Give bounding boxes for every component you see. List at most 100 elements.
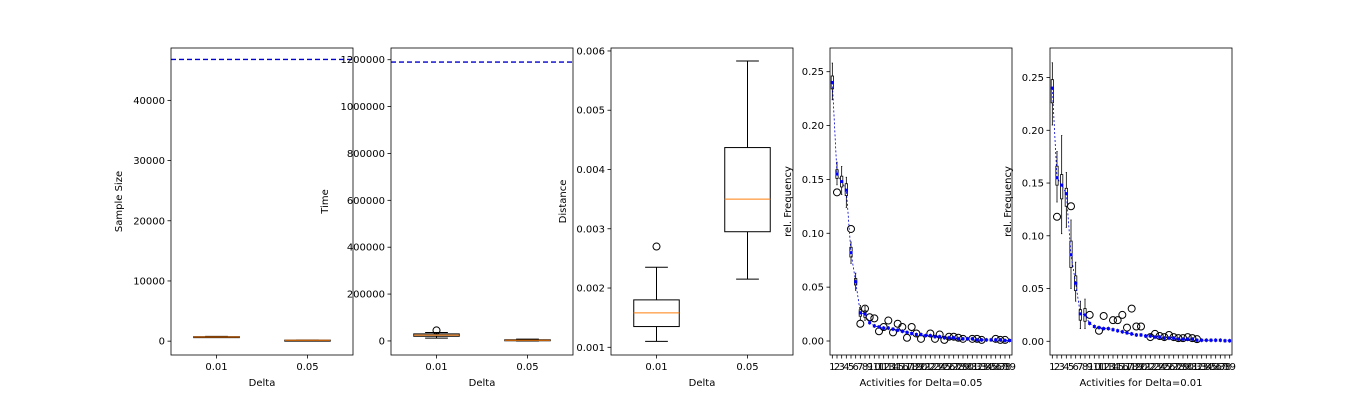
x-tick-label: 29 [957,362,970,373]
x-tick-label: 30 [1181,362,1194,373]
y-tick-label: 0.00 [802,336,824,347]
reference-point [1060,183,1064,187]
reference-point [1074,281,1078,285]
x-axis-label: Activities for Delta=0.01 [1079,378,1202,389]
y-tick-label: 0.05 [802,283,824,294]
x-tick-label: 12 [877,362,890,373]
subplot-2: 0 200000 400000 600000 800000 1000000 1200000 0… [320,47,574,389]
y-tick-label: 0.002 [576,284,605,295]
x-tick-label: 0.05 [516,362,538,373]
box-0.01 [633,242,680,342]
reference-point [1200,338,1204,342]
reference-point [1106,327,1110,331]
y-tick-label: 0 [379,336,385,347]
x-tick-label: 0.01 [645,362,667,373]
x-tick-label: 38 [999,362,1012,373]
outlier-point [1132,322,1141,331]
x-tick-label: 36 [1209,362,1222,373]
y-tick-label: 0.05 [1022,284,1044,295]
y-tick-label: 0.005 [576,106,605,117]
reference-point [863,312,867,316]
y-tick-label: 0.15 [802,175,824,186]
x-tick-label: 36 [989,362,1002,373]
y-tick-label: 10000 [133,276,165,287]
outlier-point [1123,323,1131,332]
outlier-point [1137,322,1145,331]
reference-point [998,338,1002,342]
reference-point [1078,312,1082,316]
reference-point [872,324,876,328]
y-tick-label: 1000000 [340,102,385,113]
y-axis-label: Time [320,189,331,214]
x-tick-label: 33 [975,362,988,373]
reference-point [1083,313,1087,317]
reference-point [1003,338,1007,342]
reference-point [896,328,900,332]
reference-point [858,311,862,315]
reference-point [1204,338,1208,342]
reference-point [938,335,942,339]
x-tick-label: 8 [1082,362,1088,373]
x-tick-label: 28 [952,362,965,373]
box-0.05 [724,60,771,280]
y-tick-label: 20000 [133,216,165,227]
y-tick-label: 0.001 [576,343,605,354]
x-tick-label: 37 [1214,362,1227,373]
reference-point [1148,334,1152,338]
reference-line [1051,88,1230,342]
y-axis-label: Distance [558,180,569,224]
x-axis-label: Delta [469,378,496,389]
y-tick-label: 600000 [347,196,385,207]
x-tick-label: 31 [966,362,979,373]
x-tick-label: 10 [1088,362,1101,373]
x-tick-label: 38 [1219,362,1232,373]
outlier-point [432,326,441,335]
reference-point [1088,321,1092,325]
reference-point [849,251,853,255]
reference-point [1209,338,1213,342]
outlier-point [861,304,869,313]
x-tick-label: 1 [1049,362,1055,373]
x-tick-label: 29 [1177,362,1190,373]
x-tick-label: 16 [896,362,909,373]
outlier-point [856,319,865,328]
box-iqr [1064,187,1068,207]
x-tick-label: 4 [1063,362,1069,373]
box-0.01 [413,326,460,339]
x-tick-label: 31 [1186,362,1199,373]
x-tick-label: 1 [829,362,835,373]
x-tick-label: 27 [1167,362,1180,373]
x-tick-label: 3 [838,362,844,373]
reference-point [1172,336,1176,340]
reference-point [961,337,965,341]
x-axis-label: Activities for Delta=0.05 [859,378,982,389]
y-axis-label: Sample Size [114,171,125,232]
x-tick-label: 14 [887,362,900,373]
reference-point [1125,331,1129,335]
y-axis-label: rel. Frequency [1003,166,1014,237]
y-tick-label: 0.006 [576,46,605,57]
axes-frame [610,47,794,356]
x-tick-label: 3 [1058,362,1064,373]
reference-point [975,338,979,342]
outlier-point [1067,202,1075,211]
x-tick-label: 19 [910,362,923,373]
x-tick-label: 39 [1223,362,1236,373]
box-0.05 [284,339,331,342]
x-tick-label: 21 [1139,362,1152,373]
x-tick-label: 34 [1200,362,1213,373]
y-tick-label: 40000 [133,96,165,107]
outlier-point [1118,310,1127,319]
reference-point [1144,334,1148,338]
y-tick-label: 0.20 [1022,126,1044,137]
reference-point [905,330,909,334]
y-tick-label: 0.00 [1022,337,1044,348]
outlier-point [1085,310,1094,319]
reference-point [1069,253,1073,257]
x-tick-label: 30 [961,362,974,373]
reference-point [924,334,928,338]
x-tick-label: 26 [943,362,956,373]
box-0.05 [504,338,551,342]
x-tick-label: 6 [852,362,858,373]
y-tick-label: 0.10 [802,229,824,240]
